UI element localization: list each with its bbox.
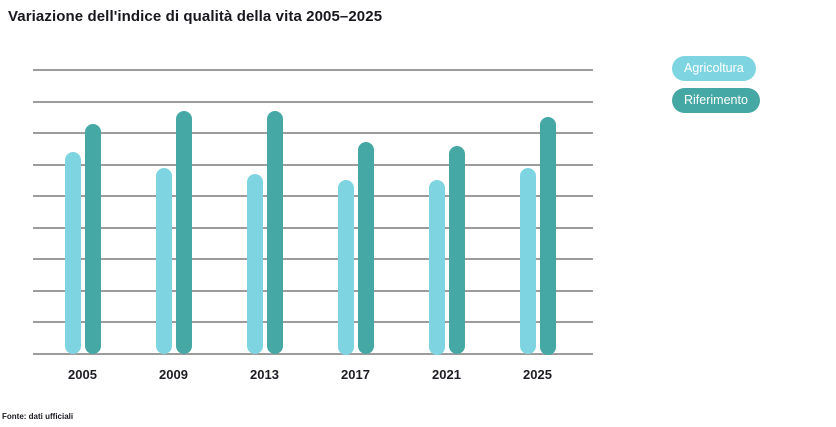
x-axis-label-2009: 2009: [159, 367, 188, 382]
x-axis-label-2005: 2005: [68, 367, 97, 382]
x-axis-baseline: [33, 352, 593, 355]
bar-agricoltura-2009[interactable]: [155, 167, 172, 355]
bar-agricoltura-2021[interactable]: [428, 180, 445, 355]
bar-riferimento-2005[interactable]: [84, 123, 101, 355]
legend-item-riferimento[interactable]: Riferimento: [672, 88, 760, 113]
bar-agricoltura-2005[interactable]: [64, 151, 81, 355]
x-axis-label-2017: 2017: [341, 367, 370, 382]
gridline: [33, 100, 593, 103]
x-axis-label-2021: 2021: [432, 367, 461, 382]
bar-agricoltura-2013[interactable]: [246, 173, 263, 355]
bar-riferimento-2025[interactable]: [539, 117, 556, 355]
gridline: [33, 226, 593, 229]
legend-item-agricoltura[interactable]: Agricoltura: [672, 56, 756, 81]
gridline: [33, 289, 593, 292]
bar-riferimento-2021[interactable]: [448, 145, 465, 355]
gridline: [33, 321, 593, 323]
source-note: Fonte: dati ufficiali: [2, 412, 74, 421]
x-axis-label-2025: 2025: [523, 367, 552, 382]
gridline: [33, 132, 593, 134]
bar-riferimento-2013[interactable]: [266, 110, 283, 355]
x-axis-label-2013: 2013: [250, 367, 279, 382]
bar-riferimento-2009[interactable]: [175, 110, 192, 355]
bar-agricoltura-2017[interactable]: [337, 180, 354, 355]
gridline: [33, 163, 593, 166]
chart-title: Variazione dell'indice di qualità della …: [8, 8, 383, 25]
gridline: [33, 69, 593, 71]
bar-riferimento-2017[interactable]: [357, 142, 374, 355]
legend: Agricoltura Riferimento: [672, 56, 760, 113]
gridline: [33, 258, 593, 260]
bar-agricoltura-2025[interactable]: [519, 167, 536, 355]
gridline: [33, 195, 593, 197]
